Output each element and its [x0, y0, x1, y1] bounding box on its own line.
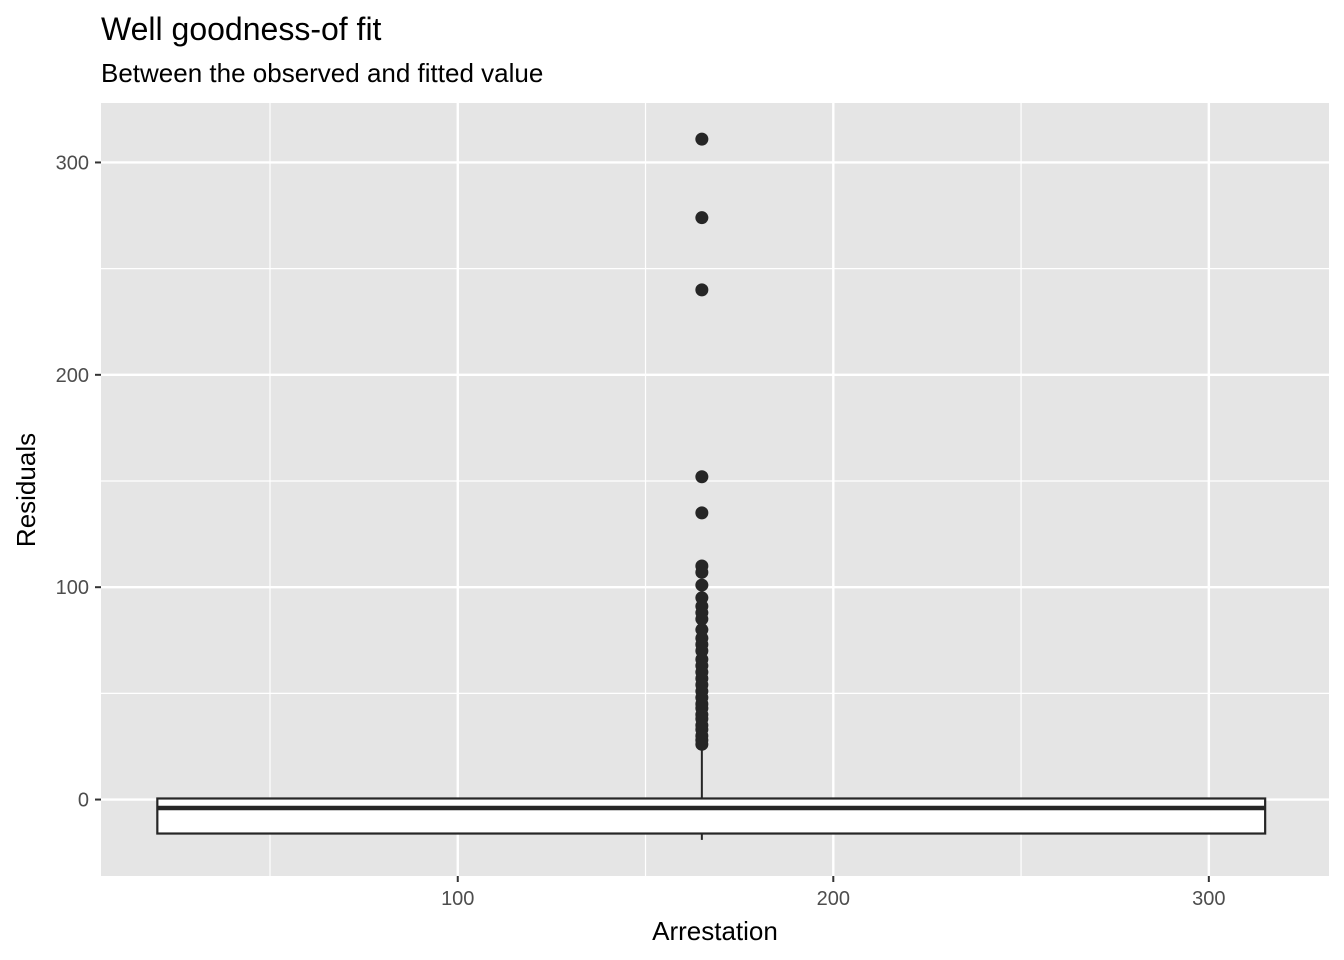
y-axis-title: Residuals [11, 433, 41, 547]
y-tick-label: 200 [56, 365, 89, 387]
chart-subtitle: Between the observed and fitted value [101, 58, 543, 88]
x-tick-label: 200 [817, 888, 850, 910]
outlier-point [695, 470, 709, 484]
box-plot [156, 132, 1267, 840]
outlier-point [695, 506, 709, 520]
x-tick-label: 100 [441, 888, 474, 910]
outlier-point [695, 132, 709, 146]
outlier-point [695, 211, 709, 225]
y-tick-label: 100 [56, 577, 89, 599]
outlier-point [695, 283, 709, 297]
x-tick-label: 300 [1192, 888, 1225, 910]
outlier-point [695, 565, 709, 579]
y-tick-label: 300 [56, 152, 89, 174]
plot-panel [101, 103, 1329, 876]
y-tick-label: 0 [78, 790, 89, 812]
chart-title: Well goodness-of fit [101, 11, 382, 47]
outlier-point [695, 612, 709, 626]
outlier-point [695, 578, 709, 592]
x-axis-title: Arrestation [652, 916, 778, 946]
outlier-point [695, 737, 709, 751]
box [156, 797, 1267, 835]
axes: 100 200 300 0 100 200 300 [56, 152, 1226, 910]
